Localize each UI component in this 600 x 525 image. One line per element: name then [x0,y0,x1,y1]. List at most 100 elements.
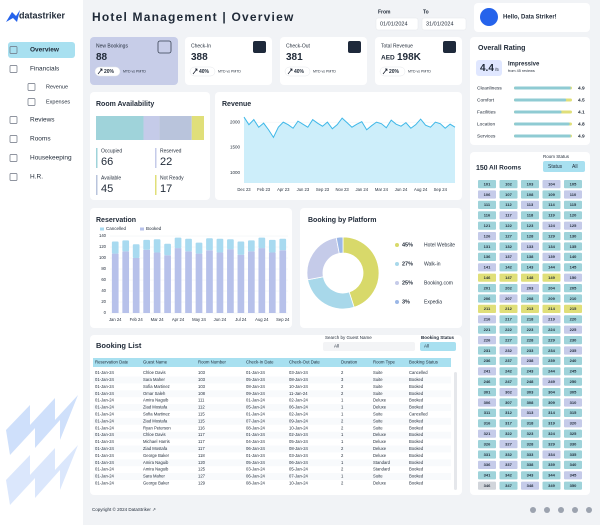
room-cell[interactable] [564,408,582,417]
room-cell[interactable] [542,190,561,199]
room-cell[interactable] [478,429,496,438]
room-cell[interactable] [542,346,561,355]
room-cell[interactable] [478,200,496,209]
room-cell[interactable] [499,200,518,209]
room-cell[interactable] [564,471,582,480]
room-cell[interactable] [499,419,518,428]
room-cell[interactable] [478,419,496,428]
nav-item[interactable]: Overview [30,47,60,54]
room-cell[interactable] [564,356,582,365]
room-cell[interactable] [478,304,496,313]
room-cell[interactable] [542,419,561,428]
room-cell[interactable] [499,336,518,345]
room-cell[interactable] [478,408,496,417]
room-cell[interactable] [564,377,582,386]
room-cell[interactable] [542,211,561,220]
avatar[interactable] [480,8,498,26]
nav-active[interactable] [8,42,75,58]
room-cell[interactable] [478,460,496,469]
room-cell[interactable] [478,377,496,386]
room-cell[interactable] [478,325,496,334]
room-cell[interactable] [499,232,518,241]
search-input[interactable] [323,342,415,351]
room-cell[interactable] [542,336,561,345]
icon[interactable] [530,507,536,513]
room-cell[interactable] [542,356,561,365]
room-cell[interactable] [564,242,582,251]
room-cell[interactable] [564,294,582,303]
room-cell[interactable] [478,242,496,251]
room-cell[interactable] [542,263,561,272]
room-cell[interactable] [542,273,561,282]
nav-item[interactable]: Rooms [30,136,51,143]
room-cell[interactable] [521,377,539,386]
date-input[interactable] [375,17,419,31]
room-cell[interactable] [521,388,539,397]
room-cell[interactable] [499,346,518,355]
nav-item[interactable]: Financials [30,66,60,73]
room-cell[interactable] [564,325,582,334]
room-cell[interactable] [564,315,582,324]
room-cell[interactable] [521,408,539,417]
room-cell[interactable] [542,315,561,324]
room-cell[interactable] [478,211,496,220]
room-cell[interactable] [499,377,518,386]
room-cell[interactable] [499,211,518,220]
room-cell[interactable] [521,460,539,469]
room-cell[interactable] [521,180,539,189]
room-cell[interactable] [478,346,496,355]
room-cell[interactable] [564,429,582,438]
room-cell[interactable] [542,200,561,209]
nav-item[interactable]: Housekeeping [30,155,72,162]
room-cell[interactable] [521,315,539,324]
room-cell[interactable] [564,419,582,428]
room-cell[interactable] [542,180,561,189]
room-cell[interactable] [521,284,539,293]
room-cell[interactable] [542,294,561,303]
room-cell[interactable] [542,388,561,397]
room-cell[interactable] [499,460,518,469]
room-cell[interactable] [499,471,518,480]
room-cell[interactable] [521,325,539,334]
room-cell[interactable] [478,284,496,293]
room-cell[interactable] [499,273,518,282]
room-cell[interactable] [521,481,539,490]
room-cell[interactable] [542,398,561,407]
icon[interactable] [586,507,592,513]
nav-item[interactable]: H.R. [30,174,43,181]
room-cell[interactable] [542,284,561,293]
room-cell[interactable] [564,450,582,459]
room-cell[interactable] [521,273,539,282]
nav-item[interactable]: Reviews [30,117,55,124]
room-cell[interactable] [564,398,582,407]
room-cell[interactable] [521,242,539,251]
room-cell[interactable] [499,252,518,261]
room-cell[interactable] [521,232,539,241]
room-cell[interactable] [499,315,518,324]
room-cell[interactable] [478,440,496,449]
room-cell[interactable] [564,252,582,261]
room-cell[interactable] [564,190,582,199]
room-cell[interactable] [542,460,561,469]
room-cell[interactable] [499,408,518,417]
room-cell[interactable] [499,481,518,490]
room-cell[interactable] [542,450,561,459]
room-cell[interactable] [499,263,518,272]
room-cell[interactable] [499,450,518,459]
room-cell[interactable] [542,221,561,230]
room-cell[interactable] [521,221,539,230]
room-cell[interactable] [542,367,561,376]
status-dropdown[interactable] [543,161,585,172]
room-cell[interactable] [499,242,518,251]
room-cell[interactable] [499,440,518,449]
room-cell[interactable] [564,221,582,230]
room-cell[interactable] [499,304,518,313]
room-cell[interactable] [521,367,539,376]
room-cell[interactable] [499,221,518,230]
room-cell[interactable] [478,336,496,345]
room-cell[interactable] [478,471,496,480]
room-cell[interactable] [499,356,518,365]
room-cell[interactable] [521,294,539,303]
room-cell[interactable] [542,408,561,417]
room-cell[interactable] [521,252,539,261]
